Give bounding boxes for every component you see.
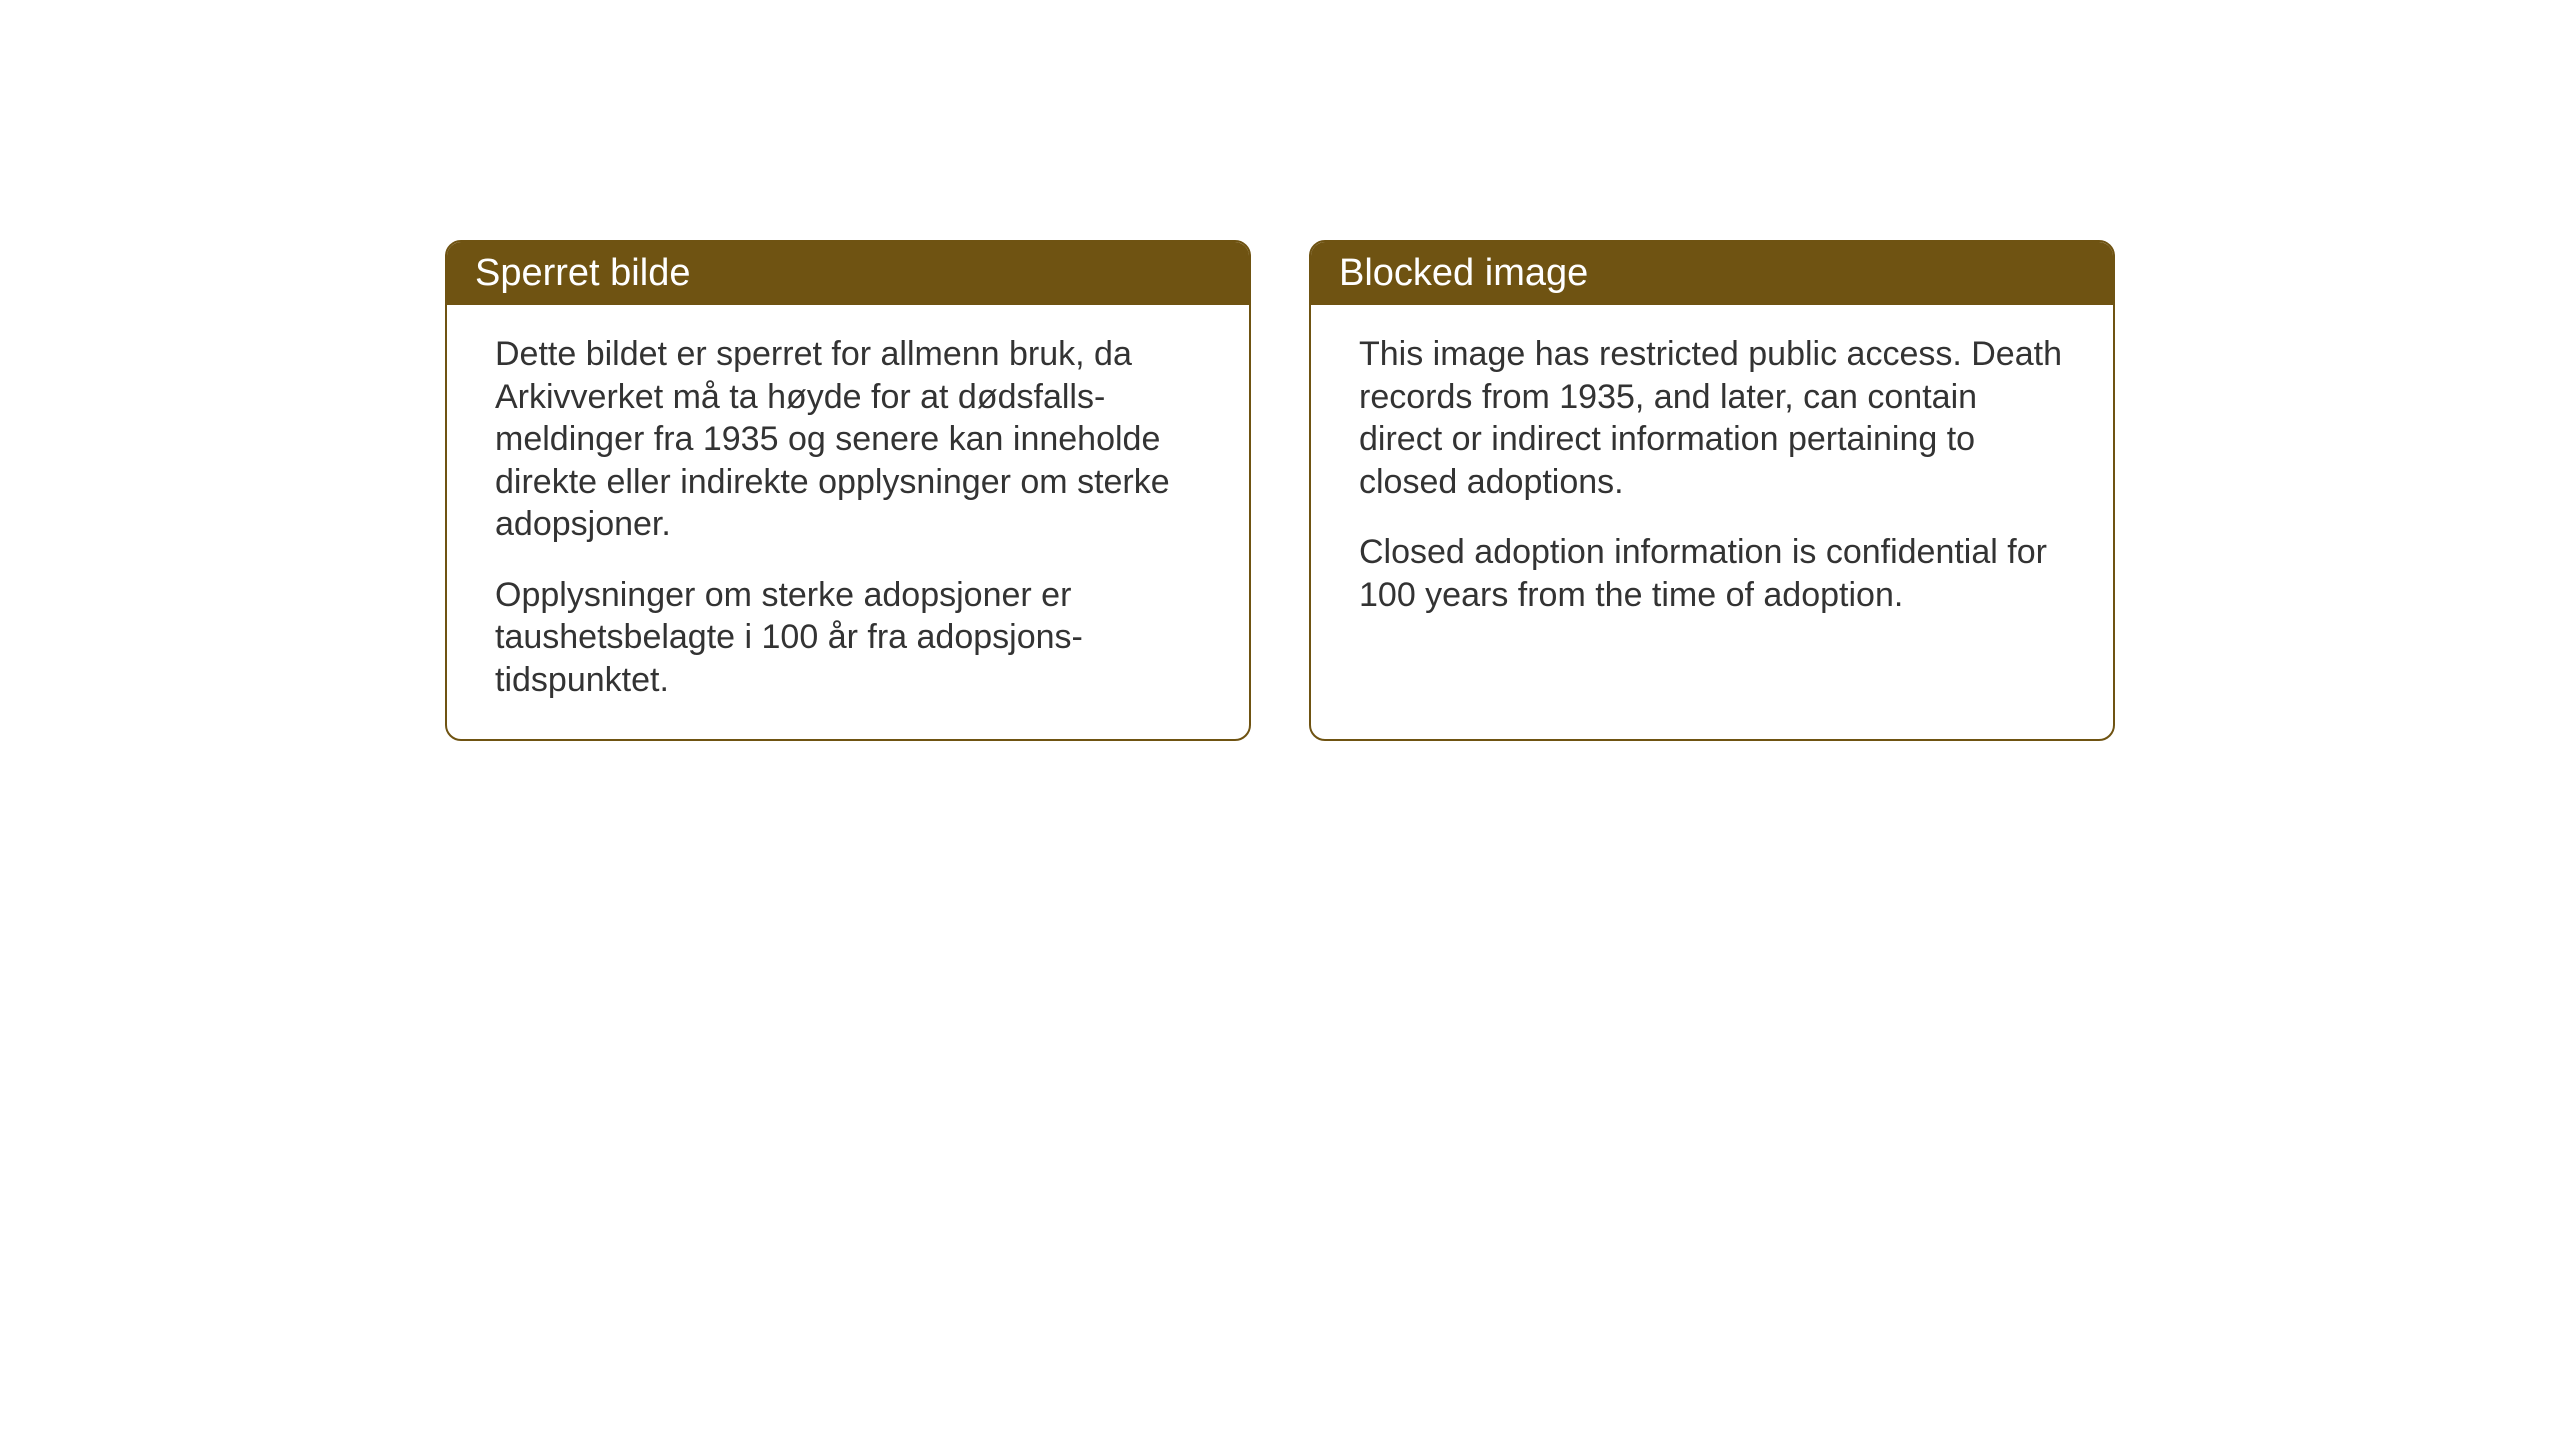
norwegian-card-title: Sperret bilde (475, 252, 690, 294)
english-paragraph-2: Closed adoption information is confident… (1359, 531, 2065, 616)
norwegian-card-header: Sperret bilde (447, 242, 1249, 305)
english-paragraph-1: This image has restricted public access.… (1359, 333, 2065, 503)
notice-container: Sperret bilde Dette bildet er sperret fo… (445, 240, 2115, 741)
english-card-body: This image has restricted public access.… (1311, 305, 2113, 654)
english-notice-card: Blocked image This image has restricted … (1309, 240, 2115, 741)
english-card-header: Blocked image (1311, 242, 2113, 305)
norwegian-card-body: Dette bildet er sperret for allmenn bruk… (447, 305, 1249, 739)
norwegian-paragraph-1: Dette bildet er sperret for allmenn bruk… (495, 333, 1201, 546)
norwegian-notice-card: Sperret bilde Dette bildet er sperret fo… (445, 240, 1251, 741)
norwegian-paragraph-2: Opplysninger om sterke adopsjoner er tau… (495, 574, 1201, 702)
english-card-title: Blocked image (1339, 252, 1588, 294)
